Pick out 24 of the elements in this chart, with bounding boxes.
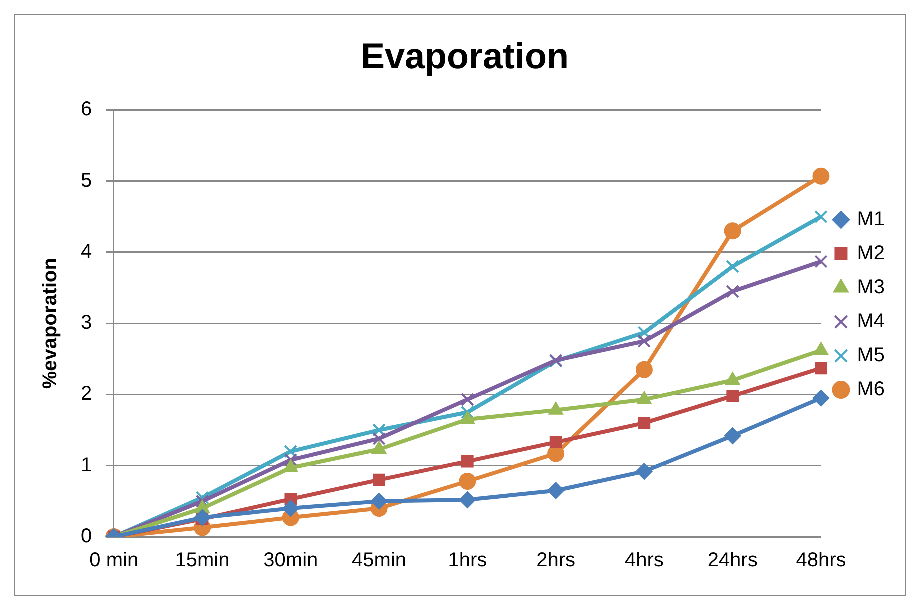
legend-label: M6 bbox=[857, 378, 886, 401]
x-tick-label: 4hrs bbox=[624, 550, 664, 572]
x-tick-label: 30min bbox=[264, 550, 318, 572]
y-tick-label: 2 bbox=[81, 383, 92, 406]
x-tick-label: 24hrs bbox=[708, 550, 758, 572]
y-tick-label: 0 bbox=[81, 526, 92, 548]
y-tick-label: 4 bbox=[81, 240, 92, 263]
y-tick-label: 6 bbox=[81, 98, 92, 121]
x-tick-label: 2hrs bbox=[536, 550, 576, 572]
legend-label: M5 bbox=[857, 344, 886, 367]
chart-title: Evaporation bbox=[360, 36, 570, 77]
legend-label: M4 bbox=[857, 310, 886, 333]
legend-label: M3 bbox=[857, 276, 886, 299]
legend-label: M1 bbox=[857, 208, 886, 231]
x-tick-label: 0 min bbox=[90, 550, 139, 572]
y-tick-label: 3 bbox=[81, 312, 92, 334]
x-tick-label: 1hrs bbox=[448, 550, 488, 572]
y-tick-label: 1 bbox=[81, 454, 92, 476]
y-tick-label: 5 bbox=[81, 170, 92, 192]
x-tick-label: 15min bbox=[175, 550, 230, 572]
legend-label: M2 bbox=[857, 242, 886, 265]
x-tick-label: 48hrs bbox=[796, 550, 846, 572]
x-tick-label: 45min bbox=[352, 550, 407, 572]
y-axis-title: %evaporation bbox=[40, 258, 62, 390]
